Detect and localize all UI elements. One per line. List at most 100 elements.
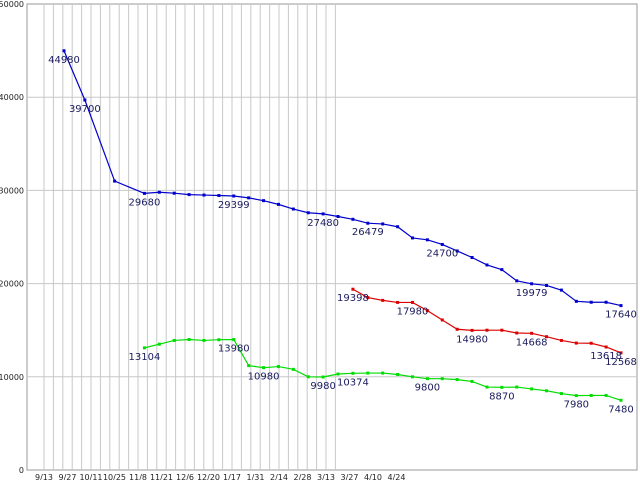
data-point bbox=[366, 371, 370, 375]
data-label: 7480 bbox=[608, 404, 633, 415]
data-point bbox=[574, 394, 578, 398]
data-point bbox=[202, 338, 206, 342]
data-point bbox=[306, 375, 310, 379]
y-axis-ticks: 0 10000 20000 30000 40000 50000 bbox=[0, 0, 24, 475]
data-point bbox=[574, 299, 578, 303]
data-label: 19398 bbox=[337, 293, 369, 304]
data-point bbox=[262, 366, 266, 370]
data-point bbox=[425, 238, 429, 242]
x-tick-label: 12/6 bbox=[176, 473, 194, 480]
data-label: 44980 bbox=[48, 55, 80, 66]
y-tick-label: 20000 bbox=[0, 280, 24, 289]
data-point bbox=[604, 300, 608, 304]
data-point bbox=[366, 221, 370, 225]
grid-lines bbox=[27, 4, 637, 470]
x-tick-label: 10/11 bbox=[79, 473, 102, 480]
data-label: 27480 bbox=[307, 218, 339, 229]
data-point bbox=[187, 338, 191, 342]
data-label: 13980 bbox=[218, 344, 250, 355]
data-point bbox=[336, 214, 340, 218]
data-point bbox=[306, 211, 310, 215]
data-point bbox=[485, 328, 489, 332]
data-point bbox=[232, 338, 236, 342]
y-tick-label: 0 bbox=[19, 466, 24, 475]
data-point bbox=[291, 367, 295, 371]
data-point bbox=[217, 194, 221, 198]
data-label: 17980 bbox=[397, 306, 429, 317]
x-tick-label: 2/14 bbox=[270, 473, 288, 480]
x-tick-label: 11/8 bbox=[129, 473, 147, 480]
data-point bbox=[172, 191, 176, 195]
data-point bbox=[381, 222, 385, 226]
data-point bbox=[113, 179, 117, 183]
data-point bbox=[545, 389, 549, 393]
y-tick-label: 50000 bbox=[0, 0, 24, 9]
data-point bbox=[291, 207, 295, 211]
data-point bbox=[247, 364, 251, 368]
x-tick-label: 4/24 bbox=[388, 473, 406, 480]
data-point bbox=[366, 296, 370, 300]
data-point bbox=[530, 387, 534, 391]
data-label: 19979 bbox=[516, 288, 548, 299]
x-tick-label: 9/13 bbox=[35, 473, 53, 480]
data-point bbox=[604, 345, 608, 349]
x-axis-ticks: 9/13 9/27 10/11 10/25 11/8 11/21 12/6 12/20 1/17… bbox=[35, 473, 405, 480]
data-point bbox=[619, 304, 623, 308]
data-point bbox=[470, 379, 474, 383]
x-tick-label: 1/17 bbox=[223, 473, 241, 480]
data-point bbox=[589, 341, 593, 345]
x-tick-label: 3/13 bbox=[317, 473, 335, 480]
data-point bbox=[381, 371, 385, 375]
data-point bbox=[262, 199, 266, 203]
data-label: 12568 bbox=[605, 357, 637, 368]
plot-area bbox=[26, 3, 638, 471]
data-point bbox=[545, 283, 549, 287]
data-label: 39700 bbox=[69, 104, 101, 115]
data-label: 13618 bbox=[590, 351, 622, 362]
data-point bbox=[202, 193, 206, 197]
data-label: 8870 bbox=[489, 391, 514, 402]
data-point bbox=[157, 190, 161, 194]
data-label: 29680 bbox=[129, 197, 161, 208]
data-point bbox=[589, 393, 593, 397]
data-point bbox=[559, 288, 563, 292]
data-point bbox=[515, 331, 519, 335]
data-label: 24700 bbox=[426, 248, 458, 259]
data-label: 26479 bbox=[352, 227, 384, 238]
data-label: 10374 bbox=[337, 377, 369, 388]
x-tick-label: 9/27 bbox=[59, 473, 77, 480]
data-label: 10980 bbox=[248, 372, 280, 383]
data-point bbox=[396, 225, 400, 229]
data-point bbox=[217, 338, 221, 342]
series-line bbox=[63, 50, 622, 307]
data-point bbox=[336, 372, 340, 376]
data-point bbox=[62, 49, 66, 53]
data-point bbox=[440, 318, 444, 322]
y-tick-label: 30000 bbox=[0, 186, 24, 195]
data-point bbox=[351, 287, 355, 291]
data-point bbox=[276, 202, 280, 206]
data-label: 14668 bbox=[516, 337, 548, 348]
data-point bbox=[425, 309, 429, 313]
data-point bbox=[500, 328, 504, 332]
data-point bbox=[470, 328, 474, 332]
data-label: 7980 bbox=[564, 400, 589, 411]
data-label: 29399 bbox=[218, 200, 250, 211]
series-lines bbox=[62, 49, 623, 402]
x-tick-label: 12/20 bbox=[197, 473, 220, 480]
data-point bbox=[321, 375, 325, 379]
data-point bbox=[410, 375, 414, 379]
x-tick-label: 10/25 bbox=[103, 473, 126, 480]
data-point bbox=[157, 342, 161, 346]
data-point bbox=[425, 377, 429, 381]
x-tick-label: 4/10 bbox=[364, 473, 382, 480]
data-point bbox=[321, 212, 325, 216]
data-point bbox=[142, 346, 146, 350]
data-point bbox=[545, 335, 549, 339]
data-point bbox=[232, 194, 236, 198]
data-point bbox=[530, 331, 534, 335]
data-point bbox=[500, 268, 504, 272]
data-point bbox=[604, 393, 608, 397]
data-point bbox=[470, 256, 474, 260]
data-point bbox=[515, 385, 519, 389]
